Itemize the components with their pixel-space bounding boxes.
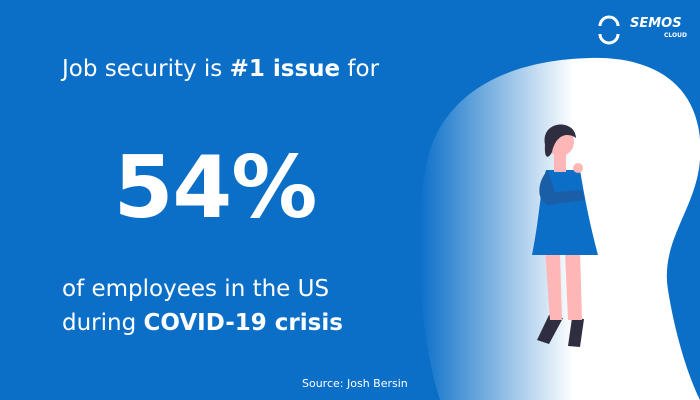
caption-line: of employees in the US (62, 276, 330, 302)
caption-pre: during (62, 310, 144, 336)
logo-icon (598, 15, 620, 45)
headline-post: for (340, 56, 380, 82)
source: Source: Josh Bersin (302, 377, 408, 390)
caption-bold: COVID-19 crisis (143, 310, 343, 336)
headline-pre: Job security is (62, 56, 230, 82)
caption-line: during COVID-19 crisis (62, 310, 343, 336)
logo-name: SEMOS (630, 16, 682, 31)
woman-figure (532, 124, 598, 347)
headline: Job security is #1 issue for (62, 56, 379, 82)
headline-bold: #1 issue (229, 56, 341, 82)
stat: 54% (113, 138, 318, 238)
logo-sub: CLOUD (664, 32, 687, 39)
